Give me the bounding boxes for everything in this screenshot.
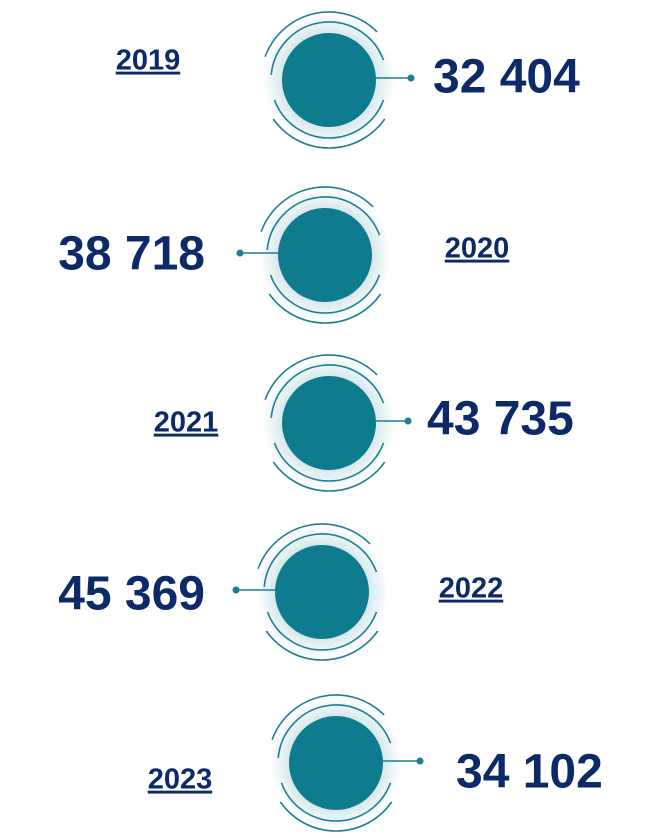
value-label: 43 735 — [427, 393, 574, 446]
ring-arc — [272, 461, 386, 492]
ring-arc — [266, 611, 378, 651]
year-label: 2019 — [116, 45, 181, 77]
disc — [289, 716, 383, 810]
ring-arc — [279, 801, 393, 832]
year-label: 2020 — [445, 233, 510, 265]
value-label: 45 369 — [58, 568, 205, 621]
ring-arc — [260, 186, 374, 233]
disc — [278, 208, 372, 302]
connector-dot — [236, 249, 244, 257]
year-label: 2021 — [154, 407, 219, 439]
ring-arc — [264, 354, 378, 401]
ring-arc — [273, 99, 385, 139]
connector-dot — [232, 586, 240, 594]
ring-arc — [271, 694, 385, 741]
connector-dot — [404, 417, 412, 425]
ring-arc — [268, 293, 382, 324]
ring-arc — [273, 442, 385, 482]
ring-arc — [280, 782, 392, 822]
ring-arc — [266, 196, 381, 251]
value-label: 32 404 — [433, 51, 580, 104]
year-label: 2023 — [148, 764, 213, 796]
disc — [282, 33, 376, 127]
value-label: 38 718 — [58, 228, 205, 281]
connector-dot — [416, 757, 424, 765]
ring-arc — [264, 11, 378, 58]
ring-arc — [270, 364, 385, 419]
year-label: 2022 — [439, 573, 504, 605]
disc — [282, 376, 376, 470]
disc — [275, 545, 369, 639]
ring-arc — [269, 274, 381, 314]
ring-arc — [272, 118, 386, 149]
ring-arc — [265, 630, 379, 661]
ring-arc — [270, 21, 385, 76]
ring-arc — [277, 704, 392, 759]
decorations — [232, 11, 424, 832]
ring-arc — [257, 523, 371, 570]
connector-dot — [407, 74, 415, 82]
value-label: 34 102 — [456, 746, 603, 799]
ring-arc — [263, 533, 378, 588]
